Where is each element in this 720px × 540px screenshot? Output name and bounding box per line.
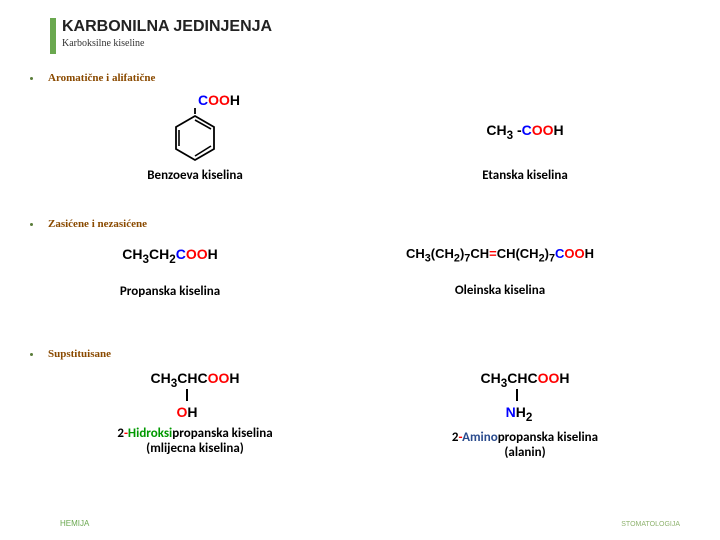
bullet-label: Zasićene i nezasićene <box>48 218 147 230</box>
r: propanska kiselina <box>172 426 272 441</box>
bullet-dot <box>30 77 33 80</box>
cooh-label: COOH <box>113 92 325 108</box>
footer-left: HEMIJA <box>60 519 89 528</box>
t: CH <box>122 246 142 262</box>
t: CHC <box>177 370 207 386</box>
caption: Benzoeva kiselina <box>65 168 325 183</box>
b: Amino <box>462 430 498 445</box>
oo-part: OO <box>186 246 208 262</box>
ch: CH <box>486 122 506 138</box>
caption-line2: (mlijecna kiselina) <box>45 441 345 456</box>
caption: Oleinska kiselina <box>320 283 680 298</box>
t: CH <box>149 246 169 262</box>
bond-line <box>45 388 345 404</box>
oo-part: OO <box>532 122 554 138</box>
t: CH <box>470 246 489 261</box>
bond-line <box>375 388 675 404</box>
s: 2 <box>526 411 532 424</box>
slide-header: KARBONILNA JEDINJENJA Karboksilne kiseli… <box>50 18 272 49</box>
row2-figures: CH3CH2COOH Propanska kiselina CH3(CH2)7C… <box>30 246 690 299</box>
h-part: H <box>208 246 218 262</box>
bullet-substituted: Supstituisane <box>30 348 111 360</box>
c-part: C <box>522 122 532 138</box>
substituent: NH2 <box>363 404 675 424</box>
caption: Etanska kiselina <box>395 168 655 183</box>
bullet-saturation: Zasićene i nezasićene <box>30 218 147 230</box>
oleic-acid: CH3(CH2)7CH=CH(CH2)7COOH Oleinska kiseli… <box>320 246 680 299</box>
bullet-dot <box>30 353 33 356</box>
bullet-label: Aromatične i alifatične <box>48 72 155 84</box>
h: H <box>229 370 239 386</box>
row1-figures: COOH Benzoeva kiselina CH3 -COOH Etanska… <box>30 92 690 183</box>
ethanoic-acid: CH3 -COOH Etanska kiselina <box>395 92 655 183</box>
substituent: OH <box>29 404 345 420</box>
h-part: H <box>187 404 197 420</box>
t: CH <box>151 370 171 386</box>
r: propanska kiselina <box>498 430 598 445</box>
h-part: H <box>585 246 594 261</box>
t: (CH <box>431 246 454 261</box>
o-part: O <box>176 404 187 420</box>
dash: - <box>513 122 522 138</box>
eq: = <box>489 246 497 261</box>
row3-figures: CH3CHCOOH OH 2-Hidroksipropanska kiselin… <box>30 370 690 460</box>
propanoic-acid: CH3CH2COOH Propanska kiselina <box>40 246 300 299</box>
h-part: H <box>230 92 240 108</box>
caption: Propanska kiselina <box>40 284 300 299</box>
oo-part: OO <box>208 92 230 108</box>
bullet-label: Supstituisane <box>48 348 111 360</box>
page-title: KARBONILNA JEDINJENJA <box>62 18 272 36</box>
h-part: H <box>516 404 526 420</box>
formula: CH3(CH2)7CH=CH(CH2)7COOH <box>320 246 680 265</box>
oo-part: OO <box>564 246 584 261</box>
c-part: C <box>198 92 208 108</box>
bullet-aromatic: Aromatične i alifatične <box>30 72 155 84</box>
oo: OO <box>208 370 230 386</box>
amino-propanoic: CH3CHCOOH NH2 2-Aminopropanska kiselina … <box>375 370 675 460</box>
footer-right: STOMATOLOGIJA <box>621 521 680 528</box>
formula: CH3CH2COOH <box>40 246 300 266</box>
h: H <box>559 370 569 386</box>
g: Hidroksi <box>128 426 172 441</box>
page-subtitle: Karboksilne kiseline <box>62 38 272 49</box>
formula: CH3 -COOH <box>395 122 655 142</box>
caption-line2: (alanin) <box>375 445 675 460</box>
t: CH <box>481 370 501 386</box>
hydroxy-propanoic: CH3CHCOOH OH 2-Hidroksipropanska kiselin… <box>45 370 345 460</box>
oo: OO <box>538 370 560 386</box>
n: 2 <box>117 426 124 441</box>
t: CH <box>406 246 425 261</box>
benzoic-acid: COOH Benzoeva kiselina <box>65 92 325 183</box>
h-part: H <box>554 122 564 138</box>
c-part: C <box>176 246 186 262</box>
caption-line1: 2-Aminopropanska kiselina <box>375 430 675 445</box>
n-part: N <box>506 404 516 420</box>
benzene-ring-icon <box>172 108 218 162</box>
caption-line1: 2-Hidroksipropanska kiselina <box>45 426 345 441</box>
t: CHC <box>507 370 537 386</box>
accent-bar <box>50 18 56 54</box>
n: 2 <box>452 430 459 445</box>
t: CH(CH <box>497 246 539 261</box>
bullet-dot <box>30 223 33 226</box>
c-part: C <box>555 246 564 261</box>
